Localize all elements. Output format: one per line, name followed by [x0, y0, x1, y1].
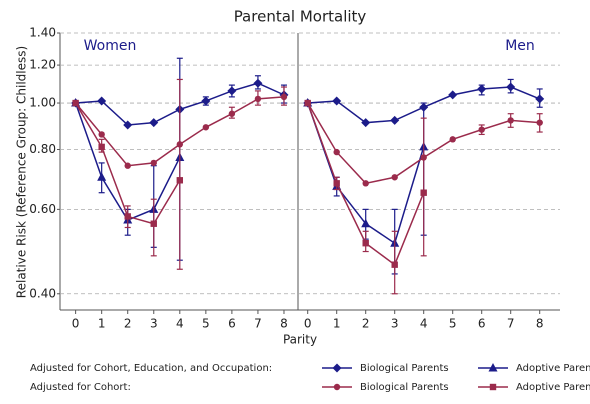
marker — [202, 124, 210, 131]
marker — [535, 94, 545, 104]
x-tick-label: 7 — [507, 317, 515, 331]
panel-title: Men — [505, 38, 535, 54]
panel-title: Women — [84, 38, 137, 54]
x-tick-label: 8 — [536, 317, 544, 331]
marker — [97, 172, 107, 181]
y-tick-label: 0.40 — [29, 286, 56, 300]
x-axis-label: Parity — [283, 333, 317, 347]
legend-label: Adoptive Parents — [516, 363, 590, 374]
marker — [98, 143, 105, 151]
x-tick-label: 1 — [333, 317, 341, 331]
y-tick-label: 0.60 — [29, 202, 56, 216]
x-tick-label: 0 — [304, 317, 312, 331]
marker — [98, 131, 105, 138]
x-tick-label: 6 — [478, 317, 486, 331]
x-tick-label: 4 — [176, 317, 184, 331]
y-tick-label: 1.20 — [29, 58, 56, 72]
marker — [362, 180, 369, 187]
marker — [149, 118, 159, 128]
marker — [507, 117, 514, 124]
marker — [150, 159, 157, 167]
marker — [254, 95, 262, 103]
marker — [488, 363, 498, 372]
x-tick-label: 3 — [391, 317, 399, 331]
marker — [362, 240, 369, 247]
x-tick-label: 8 — [280, 317, 288, 331]
marker — [124, 162, 131, 169]
marker — [448, 90, 458, 100]
marker — [420, 189, 427, 196]
y-tick-label: 1.40 — [29, 26, 56, 40]
x-tick-label: 4 — [420, 317, 428, 331]
marker — [123, 120, 133, 130]
legend-label: Biological Parents — [360, 363, 449, 374]
marker — [97, 96, 107, 106]
marker — [391, 174, 398, 181]
marker — [391, 261, 398, 268]
marker — [124, 213, 131, 220]
marker — [333, 180, 340, 187]
x-tick-label: 7 — [254, 317, 262, 331]
y-tick-label: 0.80 — [29, 142, 56, 156]
x-tick-label: 0 — [72, 317, 80, 331]
marker — [227, 86, 237, 96]
chart-title: Parental Mortality — [234, 8, 367, 26]
marker — [361, 218, 371, 228]
legend-label: Adoptive Parents — [516, 382, 590, 393]
x-tick-label: 1 — [98, 317, 106, 331]
legend-row-label: Adjusted for Cohort: — [30, 382, 131, 393]
marker — [506, 82, 516, 92]
marker — [280, 93, 288, 101]
x-tick-label: 6 — [228, 317, 236, 331]
y-axis-label: Relative Risk (Reference Group: Childles… — [15, 46, 29, 298]
legend-row-label: Adjusted for Cohort, Education, and Occu… — [30, 363, 272, 374]
legend-label: Biological Parents — [360, 382, 449, 393]
marker — [478, 126, 485, 133]
marker — [228, 110, 236, 117]
marker — [489, 383, 497, 391]
marker — [72, 99, 79, 107]
x-tick-label: 5 — [202, 317, 210, 331]
marker — [332, 363, 342, 373]
marker — [150, 220, 157, 227]
marker — [333, 383, 341, 391]
marker — [361, 118, 371, 128]
y-tick-label: 1.00 — [29, 96, 56, 110]
marker — [536, 119, 543, 126]
x-tick-label: 2 — [124, 317, 132, 331]
marker — [201, 96, 211, 106]
marker — [390, 115, 400, 125]
marker — [332, 96, 342, 106]
x-tick-label: 5 — [449, 317, 457, 331]
marker — [304, 99, 311, 107]
marker — [253, 78, 263, 88]
marker — [176, 177, 184, 184]
marker — [333, 148, 340, 156]
marker — [449, 136, 456, 143]
x-tick-label: 3 — [150, 317, 158, 331]
marker — [477, 84, 487, 94]
x-tick-label: 2 — [362, 317, 370, 331]
